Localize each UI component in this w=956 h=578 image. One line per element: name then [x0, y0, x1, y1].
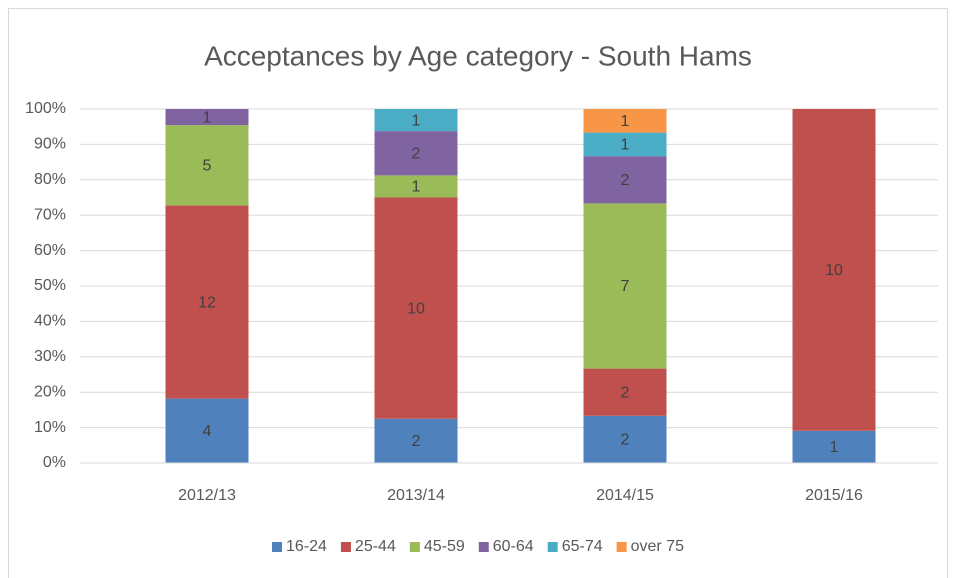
- legend-label: 60-64: [493, 538, 534, 555]
- legend-label: over 75: [631, 538, 684, 555]
- data-label: 1: [412, 112, 421, 129]
- bar-segment: [583, 203, 667, 369]
- y-tick-label: 90%: [34, 136, 66, 153]
- bar-segment: [792, 430, 876, 463]
- y-tick-label: 80%: [34, 171, 66, 188]
- data-label: 10: [825, 262, 843, 279]
- bar-segment: [583, 109, 667, 133]
- y-tick-label: 70%: [34, 206, 66, 223]
- data-label: 7: [621, 278, 630, 295]
- legend-swatch: [616, 542, 627, 552]
- bar-segment: [583, 156, 667, 204]
- x-tick-label: 2015/16: [805, 487, 863, 504]
- x-tick-label: 2014/15: [596, 487, 654, 504]
- legend-label: 45-59: [424, 538, 465, 555]
- legend-label: 25-44: [355, 538, 396, 555]
- bar-segment: [165, 125, 249, 206]
- y-tick-label: 20%: [34, 383, 66, 400]
- data-label: 1: [203, 109, 212, 126]
- data-label: 5: [203, 158, 212, 175]
- data-label: 4: [203, 423, 212, 440]
- bar-segment: [374, 175, 458, 198]
- bar-segment: [165, 398, 249, 463]
- data-label: 1: [830, 439, 839, 456]
- data-label: 12: [198, 294, 216, 311]
- y-tick-label: 30%: [34, 348, 66, 365]
- y-tick-label: 50%: [34, 277, 66, 294]
- data-label: 2: [412, 145, 421, 162]
- x-tick-label: 2012/13: [178, 487, 236, 504]
- legend-swatch: [409, 542, 420, 552]
- legend-label: 65-74: [562, 538, 603, 555]
- data-label: 2: [621, 172, 630, 189]
- bar-segment: [374, 197, 458, 419]
- data-label: 1: [621, 113, 630, 130]
- data-label: 1: [621, 137, 630, 154]
- y-tick-label: 100%: [25, 100, 66, 117]
- legend-swatch: [340, 542, 351, 552]
- chart-border: [8, 8, 948, 578]
- data-label: 2: [621, 384, 630, 401]
- y-tick-label: 40%: [34, 313, 66, 330]
- bar-segment: [583, 368, 667, 416]
- chart-title: Acceptances by Age category - South Hams: [204, 40, 752, 71]
- y-tick-label: 10%: [34, 419, 66, 436]
- bar-segment: [583, 132, 667, 157]
- bar-segment: [165, 109, 249, 126]
- legend-swatch: [478, 542, 489, 552]
- bar-segment: [374, 131, 458, 176]
- data-label: 10: [407, 300, 425, 317]
- data-label: 2: [621, 432, 630, 449]
- y-tick-label: 0%: [43, 454, 66, 471]
- bar-segment: [374, 418, 458, 463]
- legend-label: 16-24: [286, 538, 327, 555]
- x-tick-label: 2013/14: [387, 487, 445, 504]
- legend-swatch: [272, 542, 283, 552]
- bar-segment: [165, 205, 249, 399]
- bar-segment: [792, 109, 876, 431]
- y-tick-label: 60%: [34, 242, 66, 259]
- legend-swatch: [547, 542, 558, 552]
- bar-segment: [374, 109, 458, 132]
- data-label: 1: [412, 179, 421, 196]
- bar-segment: [583, 415, 667, 463]
- data-label: 2: [412, 433, 421, 450]
